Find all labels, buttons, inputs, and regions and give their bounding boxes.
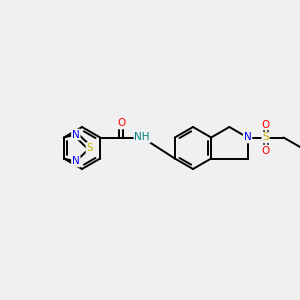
Text: NH: NH [134, 133, 150, 142]
Text: S: S [262, 133, 269, 142]
Text: N: N [244, 133, 251, 142]
Text: N: N [72, 157, 80, 166]
Text: O: O [261, 146, 270, 155]
Text: O: O [261, 119, 270, 130]
Text: O: O [117, 118, 125, 128]
Text: N: N [72, 130, 80, 140]
Text: S: S [86, 143, 93, 153]
